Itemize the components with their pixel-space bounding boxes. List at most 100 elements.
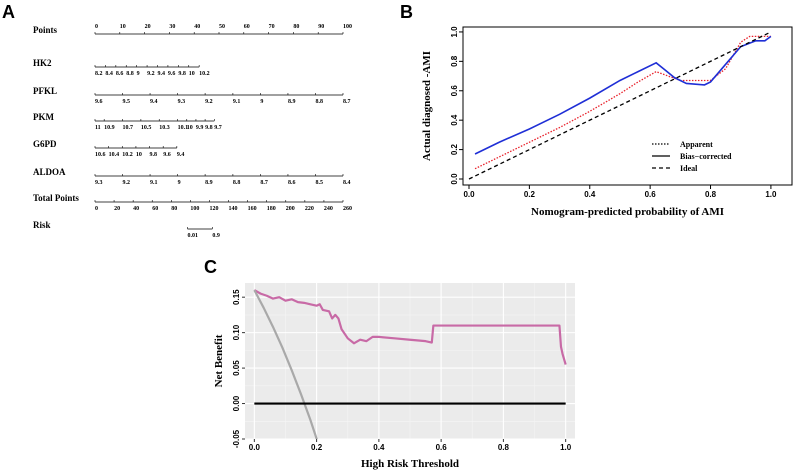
nomogram-tick-label: 9.2 [205,99,213,105]
nomogram-tick-label: 10 [187,125,193,131]
nomogram-tick-label: 180 [267,206,276,212]
nomogram-tick-label: 9.6 [95,99,103,105]
calibration-x-tick-label: 0.4 [584,190,596,199]
nomogram-tick-label: 9.1 [150,180,158,186]
nomogram-tick-label: 10.5 [141,125,152,131]
nomogram-row-label: Points [33,25,58,35]
nomogram-tick-label: 9.6 [168,71,176,77]
calibration-x-tick-label: 0.6 [645,190,657,199]
nomogram-tick-label: 10.6 [95,152,106,158]
nomogram-tick-label: 9.4 [177,152,185,158]
nomogram-tick-label: 8.5 [315,180,323,186]
nomogram-tick-label: 0 [95,206,98,212]
nomogram-tick-label: 8.4 [343,180,351,186]
calibration-y-tick-label: 0.2 [450,143,459,155]
nomogram-tick-label: 10.1 [178,125,189,131]
nomogram-tick-label: 8.8 [233,180,241,186]
calibration-y-tick-label: 1.0 [450,26,459,38]
nomogram-tick-label: 60 [244,24,250,30]
nomogram-tick-label: 9.9 [196,125,204,131]
nomogram-tick-label: 9.8 [205,125,213,131]
decision-curve-treat-all [253,289,318,439]
calibration-y-axis-title: Actual diagnosed -AMI [421,51,433,161]
nomogram-tick-label: 10.3 [159,125,170,131]
legend-label: Bias−corrected [680,152,732,161]
nomogram-tick-label: 10.7 [123,125,134,131]
nomogram-tick-label: 100 [190,206,199,212]
nomogram-tick-label: 0.01 [188,233,199,239]
nomogram-tick-label: 8.9 [205,180,213,186]
nomogram-tick-label: 0 [95,24,98,30]
nomogram-tick-label: 10 [120,24,126,30]
calibration-x-tick-label: 0.0 [463,190,475,199]
nomogram-row-label: G6PD [33,139,57,149]
nomogram-tick-label: 9.1 [233,99,241,105]
y-tick-label: -0.05 [232,429,241,448]
calibration-legend: Apparent Bias−corrected Ideal [652,140,732,173]
nomogram-tick-label: 11 [95,125,101,131]
nomogram-tick-label: 10.2 [199,71,210,77]
nomogram-tick-label: 10.2 [122,152,133,158]
nomogram-tick-label: 260 [343,206,352,212]
nomogram-tick-label: 9.3 [178,99,186,105]
nomogram-tick-label: 50 [219,24,225,30]
calibration-y-tick-label: 0.6 [450,85,459,97]
decision-curve-model [253,289,567,365]
x-tick-label: 0.0 [249,443,261,452]
panel-label-c: C [204,257,217,277]
nomogram-tick-label: 10.4 [109,152,120,158]
nomogram-tick-label: 8.6 [116,71,124,77]
nomogram-tick-label: 9.2 [147,71,155,77]
calibration-x-tick-label: 0.8 [705,190,717,199]
nomogram-tick-label: 70 [269,24,275,30]
nomogram-row-label: Risk [33,220,51,230]
nomogram-tick-label: 9 [260,99,263,105]
nomogram-tick-label: 10 [189,71,195,77]
nomogram-tick-label: 80 [171,206,177,212]
nomogram-tick-label: 40 [194,24,200,30]
nomogram-tick-label: 8.8 [315,99,323,105]
calibration-series-apparent [474,35,771,170]
nomogram-tick-label: 9.8 [178,71,186,77]
x-tick-label: 1.0 [560,443,572,452]
nomogram-tick-label: 9.3 [95,180,103,186]
calibration-series-bias-corrected [474,35,772,155]
nomogram-row-label: ALDOA [33,167,66,177]
calibration-x-tick-label: 1.0 [765,190,777,199]
nomogram-tick-label: 8.4 [105,71,113,77]
nomogram-tick-label: 8.9 [288,99,296,105]
nomogram-tick-label: 8.7 [260,180,268,186]
nomogram-tick-label: 20 [114,206,120,212]
nomogram-tick-label: 10 [136,152,142,158]
y-tick-label: 0.10 [232,324,241,340]
panel-label-b: B [400,2,413,22]
nomogram-row-label: PFKL [33,86,57,96]
nomogram-tick-label: 80 [293,24,299,30]
x-tick-label: 0.6 [436,443,448,452]
nomogram-row-label: Total Points [33,193,79,203]
decision-curve-x-axis-title: High Risk Threshold [361,458,459,470]
nomogram-tick-label: 200 [286,206,295,212]
calibration-plot-frame [462,26,793,186]
nomogram-tick-label: 0.9 [212,233,220,239]
y-tick-label: 0.15 [232,289,241,305]
decision-curve-panel: -0.050.000.050.100.150.0 0.2 0.4 0.6 0.8 1.0 … [213,283,575,470]
calibration-y-tick-label: 0.0 [450,173,459,185]
nomogram-tick-label: 90 [318,24,324,30]
calibration-y-tick-label: 0.8 [450,55,459,67]
y-tick-label: 0.05 [232,360,241,376]
legend-label: Apparent [680,140,713,149]
calibration-panel: 0.0 0.2 0.4 0.6 0.8 1.0 0.0 0.2 0.4 0.6 0.8 1.0 Nom… [421,26,793,218]
nomogram-tick-label: 9 [137,71,140,77]
nomogram-tick-label: 140 [229,206,238,212]
nomogram-tick-label: 40 [133,206,139,212]
calibration-x-tick-label: 0.2 [524,190,536,199]
nomogram-tick-label: 60 [152,206,158,212]
legend-label: Ideal [680,164,698,173]
calibration-y-tick-label: 0.4 [450,114,459,126]
nomogram-tick-label: 9.6 [163,152,171,158]
nomogram-tick-label: 9 [178,180,181,186]
nomogram-tick-label: 9.5 [123,99,131,105]
nomogram-tick-label: 8.2 [95,71,103,77]
